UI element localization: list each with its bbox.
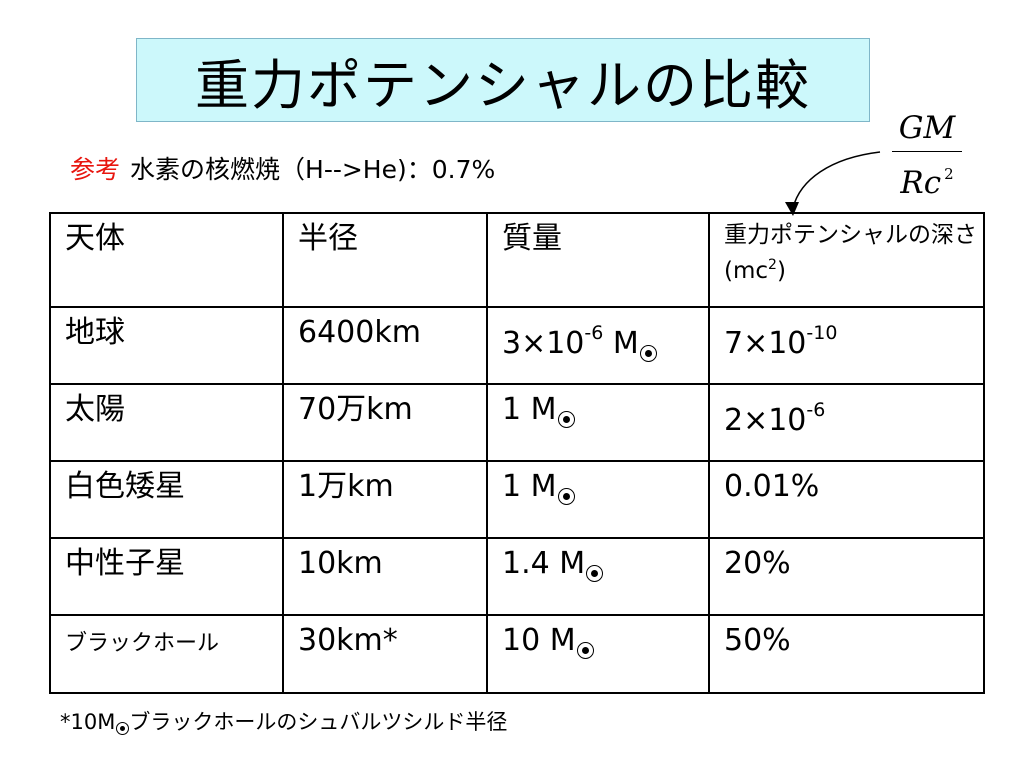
table-row: ブラックホール 30km* 10 M 50%: [49, 614, 985, 694]
sun-symbol-icon: [576, 642, 594, 659]
cell-depth: 20%: [708, 537, 985, 616]
title-box: 重力ポテンシャルの比較: [136, 38, 870, 122]
reference-text: 水素の核燃焼（H-->He)：0.7%: [130, 155, 496, 184]
formula-denominator-wrap: Rc 2: [890, 152, 964, 201]
slide-title: 重力ポテンシャルの比較: [195, 53, 811, 117]
footnote: *10M ブラックホールのシュバルツシルド半径: [60, 706, 507, 736]
sun-symbol-icon: [557, 411, 575, 428]
cell-radius: 6400km: [282, 306, 488, 385]
fraction-bar: [892, 151, 962, 152]
cell-depth: 7×10-10: [708, 306, 985, 385]
formula-exponent: 2: [944, 165, 954, 183]
formula-numerator: GM: [898, 110, 956, 146]
cell-object: 白色矮星: [49, 460, 284, 539]
sun-symbol-icon: [586, 565, 604, 582]
table-row: 地球 6400km 3×10-6 M 7×10-10: [49, 306, 985, 385]
cell-mass: 3×10-6 M: [486, 306, 710, 385]
comparison-table: 天体 半径 質量 重力ポテンシャルの深さ(mc2) 地球 6400km 3×10…: [49, 212, 985, 694]
potential-formula: GM Rc 2: [890, 108, 964, 201]
table-row: 中性子星 10km 1.4 M 20%: [49, 537, 985, 616]
cell-depth: 2×10-6: [708, 383, 985, 462]
table-row: 太陽 70万km 1 M 2×10-6: [49, 383, 985, 462]
cell-radius: 10km: [282, 537, 488, 616]
cell-object: 太陽: [49, 383, 284, 462]
sun-symbol-icon: [116, 722, 130, 735]
sun-symbol-icon: [639, 345, 657, 362]
cell-mass: 1 M: [486, 383, 710, 462]
header-depth: 重力ポテンシャルの深さ(mc2): [708, 212, 985, 308]
cell-radius: 70万km: [282, 383, 488, 462]
reference-label: 参考: [70, 155, 121, 184]
formula-denominator: Rc: [900, 165, 942, 201]
cell-object: ブラックホール: [49, 614, 284, 694]
sun-symbol-icon: [557, 488, 575, 505]
cell-depth: 0.01%: [708, 460, 985, 539]
header-object: 天体: [49, 212, 284, 308]
cell-mass: 1.4 M: [486, 537, 710, 616]
table-row: 白色矮星 1万km 1 M 0.01%: [49, 460, 985, 539]
cell-object: 中性子星: [49, 537, 284, 616]
header-mass: 質量: [486, 212, 710, 308]
footnote-text: ブラックホールのシュバルツシルド半径: [129, 710, 508, 734]
cell-radius: 30km*: [282, 614, 488, 694]
cell-radius: 1万km: [282, 460, 488, 539]
footnote-prefix: *10M: [60, 710, 116, 734]
cell-mass: 1 M: [486, 460, 710, 539]
cell-depth: 50%: [708, 614, 985, 694]
cell-object: 地球: [49, 306, 284, 385]
reference-note: 参考 水素の核燃焼（H-->He)：0.7%: [70, 150, 495, 186]
cell-mass: 10 M: [486, 614, 710, 694]
table-header-row: 天体 半径 質量 重力ポテンシャルの深さ(mc2): [49, 212, 985, 308]
header-radius: 半径: [282, 212, 488, 308]
